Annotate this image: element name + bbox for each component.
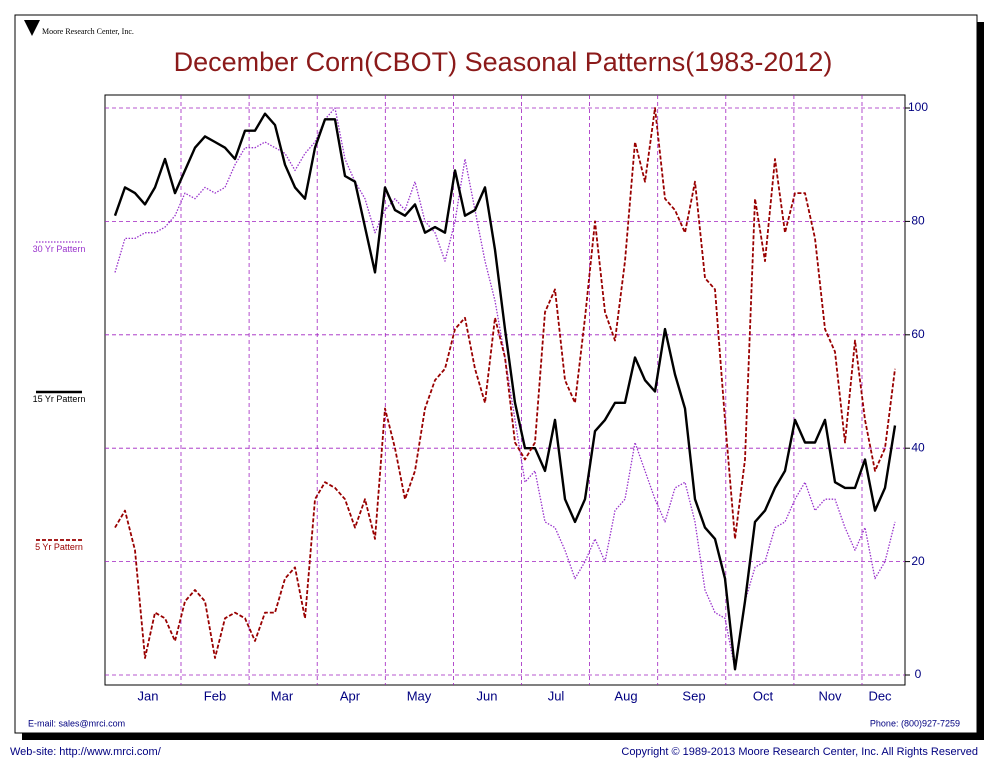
y-tick-label: 20 bbox=[911, 554, 925, 568]
x-tick-label: Nov bbox=[818, 688, 842, 703]
x-tick-label: Aug bbox=[614, 688, 637, 703]
x-tick-label: Jul bbox=[548, 688, 565, 703]
plot-area bbox=[104, 94, 906, 686]
x-tick-label: Mar bbox=[271, 688, 294, 703]
y-tick-label: 80 bbox=[911, 214, 925, 228]
website: Web-site: http://www.mrci.com/ bbox=[10, 746, 162, 758]
x-tick-label: Jan bbox=[138, 688, 159, 703]
legend-label: 15 Yr Pattern bbox=[32, 394, 86, 404]
y-tick-label: 60 bbox=[911, 327, 925, 341]
logo-icon bbox=[24, 20, 40, 36]
y-tick-label: 100 bbox=[908, 100, 928, 114]
x-tick-label: Feb bbox=[204, 688, 226, 703]
legend-label: 30 Yr Pattern bbox=[32, 244, 86, 254]
x-tick-label: Dec bbox=[868, 688, 892, 703]
x-tick-label: Oct bbox=[753, 688, 774, 703]
x-tick-label: Sep bbox=[682, 688, 705, 703]
phone: Phone: (800)927-7259 bbox=[870, 718, 960, 728]
frame bbox=[14, 14, 978, 734]
logo: Moore Research Center, Inc. bbox=[42, 27, 134, 36]
x-tick-label: May bbox=[407, 688, 432, 703]
series-line bbox=[114, 107, 896, 670]
series-line bbox=[113, 112, 897, 671]
legend-label: 5 Yr Pattern bbox=[35, 542, 83, 552]
x-tick-label: Apr bbox=[340, 688, 361, 703]
email: E-mail: sales@mrci.com bbox=[28, 718, 125, 728]
chart-title: December Corn(CBOT) Seasonal Patterns(19… bbox=[174, 47, 833, 77]
y-tick-label: 40 bbox=[911, 440, 925, 454]
x-tick-label: Jun bbox=[477, 688, 498, 703]
copyright: Copyright © 1989-2013 Moore Research Cen… bbox=[621, 746, 978, 758]
series-line bbox=[114, 107, 896, 659]
y-tick-label: 0 bbox=[915, 667, 922, 681]
